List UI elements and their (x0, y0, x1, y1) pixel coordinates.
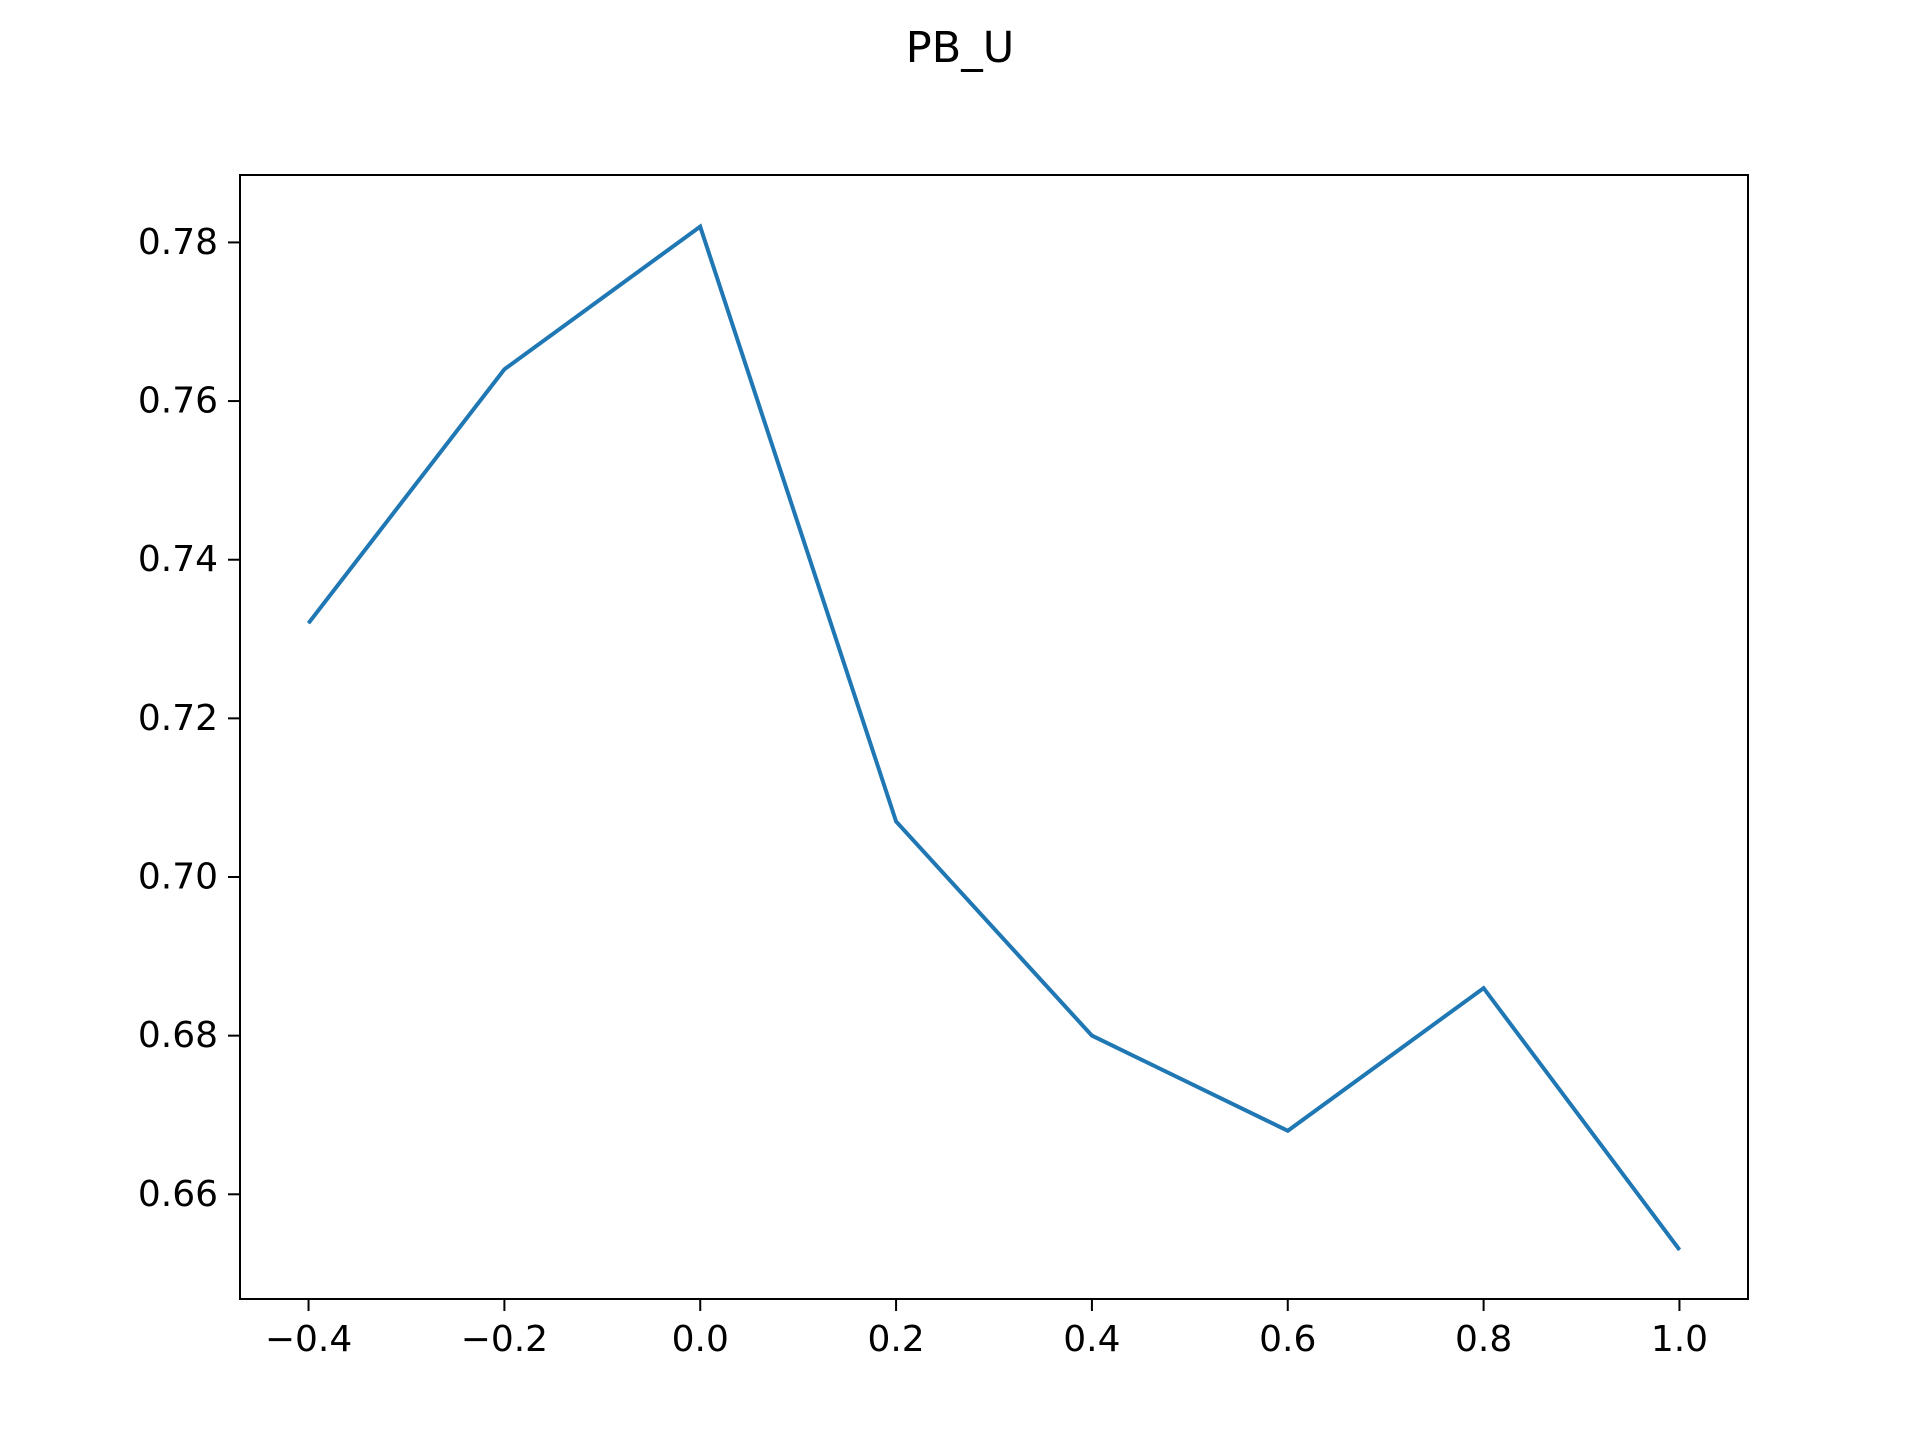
x-tick-label: 1.0 (1651, 1319, 1708, 1360)
data-point (1678, 1249, 1680, 1251)
x-tick-label: 0.4 (1063, 1319, 1120, 1360)
y-tick-label: 0.66 (138, 1174, 218, 1215)
x-axis: −0.4 −0.2 0.0 0.2 0.4 0.6 0.8 1.0 (265, 1299, 1708, 1360)
data-point (1483, 987, 1485, 989)
plot-area (239, 174, 1749, 1300)
y-tick-label: 0.68 (138, 1015, 218, 1056)
data-point (1091, 1035, 1093, 1037)
y-tick-label: 0.70 (138, 857, 218, 898)
x-tick-label: 0.8 (1455, 1319, 1512, 1360)
x-tick-label: 0.0 (672, 1319, 729, 1360)
y-tick-label: 0.72 (138, 698, 218, 739)
series-layer (306, 223, 1682, 1251)
data-point (1287, 1130, 1289, 1132)
series-line (306, 223, 1682, 1251)
y-tick-label: 0.76 (138, 381, 218, 422)
data-point (308, 622, 310, 624)
data-point (699, 226, 701, 228)
data-point (503, 368, 505, 370)
x-tick-label: 0.2 (867, 1319, 924, 1360)
x-tick-label: −0.4 (265, 1319, 352, 1360)
chart-title: PB_U (906, 23, 1014, 73)
x-tick-label: −0.2 (461, 1319, 548, 1360)
y-axis: 0.66 0.68 0.70 0.72 0.74 0.76 0.78 (138, 222, 240, 1215)
y-tick-label: 0.78 (138, 222, 218, 263)
data-point (895, 820, 897, 822)
x-tick-label: 0.6 (1259, 1319, 1316, 1360)
y-tick-label: 0.74 (138, 539, 218, 580)
